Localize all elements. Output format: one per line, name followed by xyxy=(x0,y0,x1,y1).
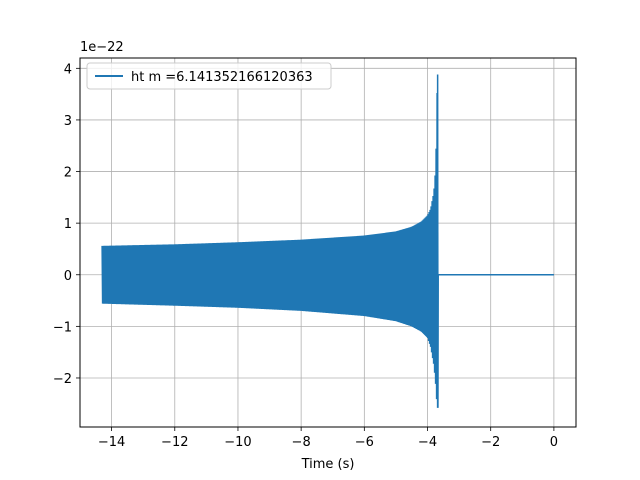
legend-box xyxy=(86,62,332,90)
legend: ht m =6.141352166120363 xyxy=(86,62,332,90)
x-tick-label: −10 xyxy=(224,435,251,450)
x-tick-label: −8 xyxy=(292,435,311,450)
y-tick-label: 0 xyxy=(64,269,72,284)
y-tick-label: −1 xyxy=(53,320,72,335)
y-offset-label: 1e−22 xyxy=(80,40,124,55)
y-tick-label: −2 xyxy=(53,372,72,387)
x-tick-label: −2 xyxy=(481,435,500,450)
data-layer xyxy=(101,74,554,408)
y-tick-label: 2 xyxy=(64,166,72,181)
x-tick-label: −6 xyxy=(355,435,374,450)
x-tick-label: −12 xyxy=(161,435,188,450)
x-axis-label: Time (s) xyxy=(301,457,355,472)
x-tick-label: −4 xyxy=(418,435,437,450)
y-tick-label: 4 xyxy=(64,62,72,77)
y-tick-label: 1 xyxy=(64,217,72,232)
x-tick-label: −14 xyxy=(98,435,125,450)
plot-frame xyxy=(79,57,577,428)
series-line xyxy=(101,74,554,408)
x-tick-label: 0 xyxy=(550,435,558,450)
y-tick-label: 3 xyxy=(64,114,72,129)
legend-label: ht m =6.141352166120363 xyxy=(131,70,313,85)
